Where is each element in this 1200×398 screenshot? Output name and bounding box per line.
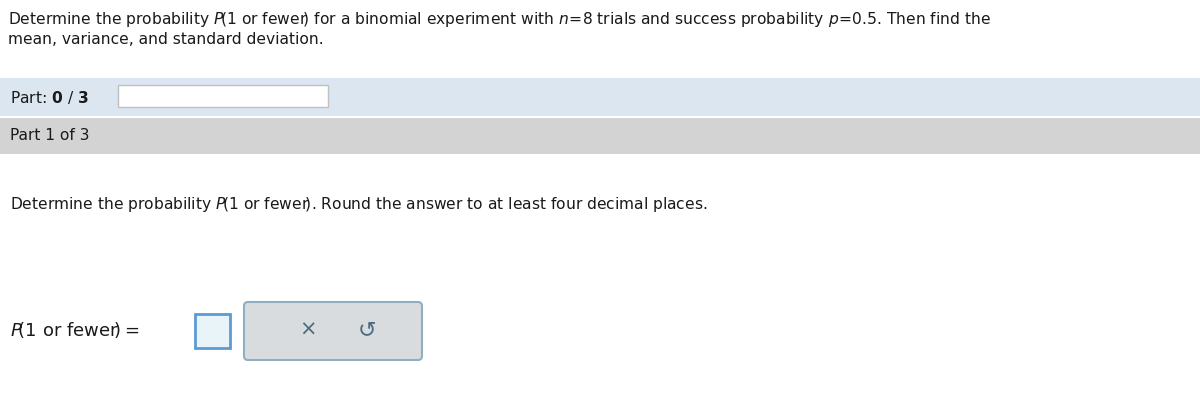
Text: Determine the probability $P\!\left(1\right.$ or fewer$\!\left.\right)$ for a bi: Determine the probability $P\!\left(1\ri… [8,10,991,29]
Text: ×: × [299,320,317,340]
FancyBboxPatch shape [118,85,328,107]
FancyBboxPatch shape [244,302,422,360]
FancyBboxPatch shape [194,314,230,348]
FancyBboxPatch shape [0,78,1200,116]
Text: Part 1 of 3: Part 1 of 3 [10,129,90,144]
Text: mean, variance, and standard deviation.: mean, variance, and standard deviation. [8,32,324,47]
Text: $P\!\left(1\right.$ or fewer$\!\left.\right) =$: $P\!\left(1\right.$ or fewer$\!\left.\ri… [10,320,139,340]
Text: Determine the probability $P\!\left(1\right.$ or fewer$\!\left.\right)$. Round t: Determine the probability $P\!\left(1\ri… [10,195,707,214]
FancyBboxPatch shape [0,118,1200,154]
Text: ↺: ↺ [358,320,377,340]
Text: Part: $\mathbf{0}$ / $\mathbf{3}$: Part: $\mathbf{0}$ / $\mathbf{3}$ [10,88,89,105]
